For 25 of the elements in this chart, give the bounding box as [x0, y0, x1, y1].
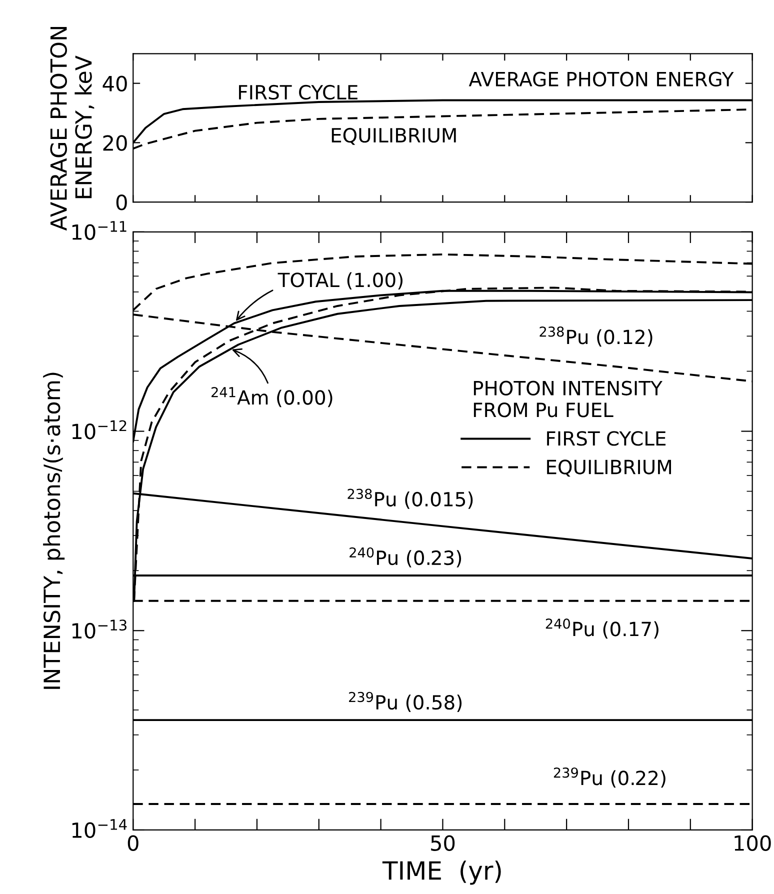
y-tick-label: 20 [103, 135, 127, 151]
legend-label: FIRST CYCLE [547, 431, 666, 446]
annotation: $^{240}$Pu (0.17) [546, 618, 658, 639]
x-tick-label: 100 [734, 835, 771, 851]
y-tick-label: 10$^{−12}$ [72, 420, 126, 440]
x-tick-label: 50 [431, 835, 455, 851]
annotation: $^{239}$Pu (0.22) [554, 767, 666, 788]
y-tick-label: 10$^{−14}$ [72, 819, 127, 838]
annotation: $^{238}$Pu (0.12) [540, 326, 652, 347]
legend-title: PHOTON INTENSITY FROM Pu FUEL [474, 380, 662, 418]
annotation: $^{239}$Pu (0.58) [349, 692, 462, 712]
text: AVERAGE PHOTON ENERGY [468, 72, 734, 86]
x-axis-title: TIME (yr) [382, 860, 501, 885]
y-tick-label: 0 [116, 194, 127, 210]
series-label: FIRST CYCLE [239, 84, 358, 100]
y-tick-label: 10$^{−13}$ [72, 620, 126, 639]
annotation: $^{238}$Pu (0.015) [348, 488, 473, 509]
annotation: TOTAL (1.00) [278, 272, 402, 290]
annotation: $^{241}$Am (0.00) [212, 387, 332, 408]
y-tick-label: 40 [102, 76, 127, 92]
series-label: EQUILIBRIUM [332, 128, 456, 145]
annotation: $^{240}$Pu (0.23) [350, 547, 462, 568]
x-tick-label: 0 [128, 835, 138, 851]
legend-label: EQUILIBRIUM [547, 460, 671, 477]
y-axis-title: INTENSITY, photons/(s·atom) [43, 372, 65, 689]
